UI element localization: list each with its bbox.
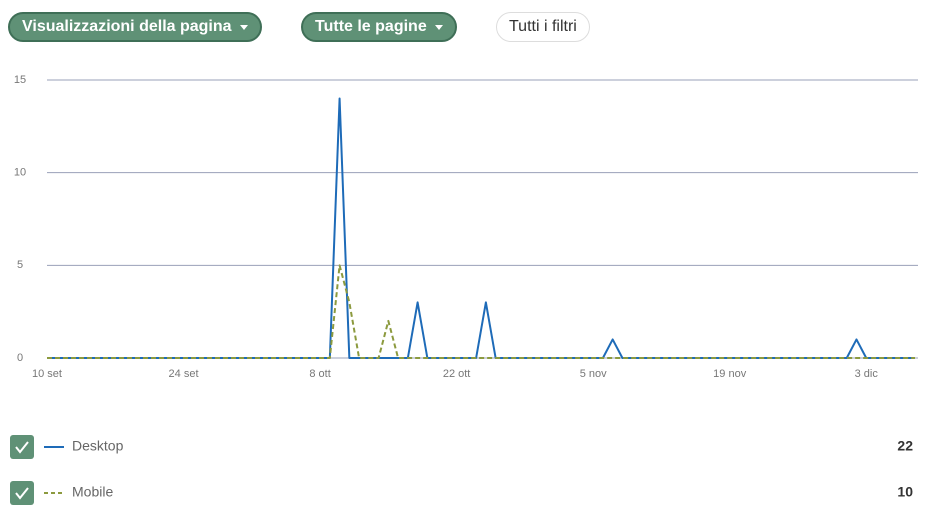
button-label: Tutte le pagine bbox=[315, 18, 427, 35]
legend-total: 22 bbox=[897, 438, 913, 454]
series-line bbox=[47, 264, 915, 359]
x-tick-label: 5 nov bbox=[580, 368, 607, 380]
dropdown-arrow bbox=[434, 24, 443, 30]
check-mark bbox=[15, 441, 29, 454]
filters-button[interactable]: Tutti i filtri bbox=[496, 12, 590, 42]
metric-button[interactable]: Visualizzazioni della pagina bbox=[8, 12, 262, 42]
check-mark bbox=[15, 487, 29, 500]
legend-checkbox[interactable] bbox=[10, 435, 34, 459]
y-tick-label: 0 bbox=[17, 352, 23, 364]
button-label: Tutti i filtri bbox=[509, 18, 577, 35]
x-tick-label: 8 ott bbox=[309, 368, 330, 380]
legend-total: 10 bbox=[897, 484, 913, 500]
x-tick-label: 10 set bbox=[32, 368, 62, 380]
y-tick-label: 10 bbox=[14, 167, 26, 179]
legend-label: Mobile bbox=[72, 484, 113, 500]
button-label: Visualizzazioni della pagina bbox=[22, 18, 232, 35]
x-tick-label: 3 dic bbox=[855, 368, 879, 380]
y-tick-label: 15 bbox=[14, 74, 26, 86]
series-line bbox=[47, 97, 915, 359]
x-tick-label: 24 set bbox=[169, 368, 199, 380]
x-tick-label: 22 ott bbox=[443, 368, 471, 380]
legend-label: Desktop bbox=[72, 438, 124, 454]
pages-button[interactable]: Tutte le pagine bbox=[301, 12, 457, 42]
y-tick-label: 5 bbox=[17, 259, 23, 271]
legend-checkbox[interactable] bbox=[10, 481, 34, 505]
x-tick-label: 19 nov bbox=[713, 368, 747, 380]
dropdown-arrow bbox=[239, 24, 248, 30]
